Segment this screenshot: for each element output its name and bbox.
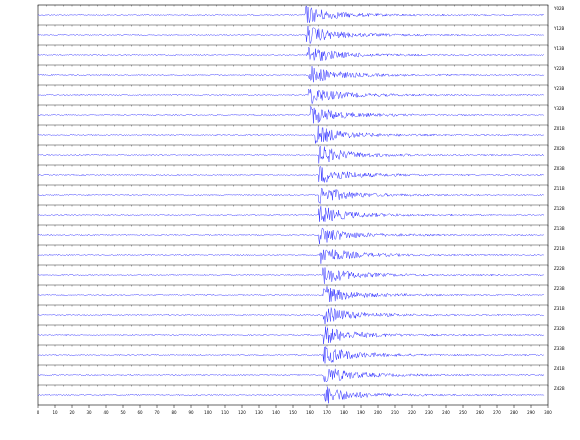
waveform [37,187,544,204]
x-tick-label: 90 [188,410,194,415]
x-tick-label: 180 [340,410,348,415]
x-tick-label: 190 [357,410,365,415]
station-label: Z41B [554,366,565,371]
x-tick-label: 260 [476,410,484,415]
station-label: Y22B [553,66,565,71]
x-tick-label: 150 [289,410,297,415]
x-tick-label: 280 [510,410,518,415]
waveform [37,165,545,183]
station-label: Z13B [554,226,565,231]
waveform [37,386,545,404]
station-label: Z22B [554,266,565,271]
station-label: Y32B [553,106,565,111]
waveform [37,346,545,364]
x-tick-label: 80 [171,410,177,415]
x-tick-label: 300 [544,410,552,415]
x-tick-label: 30 [86,410,92,415]
station-label: Z21B [554,246,565,251]
waveform [37,125,544,144]
station-label: Z03B [554,166,565,171]
x-tick-label: 20 [69,410,75,415]
station-label: Z11B [554,186,565,191]
waveform [37,267,545,284]
station-label: Y13B [553,46,565,51]
x-tick-label: 220 [408,410,416,415]
waveform [37,227,545,245]
x-tick-label: 130 [255,410,263,415]
station-label: Z32B [554,326,565,331]
station-label: Z31B [554,306,565,311]
waveform [37,46,544,62]
station-label: Y23B [553,86,565,91]
waveform [37,88,544,105]
x-tick-label: 100 [204,410,212,415]
waveform [37,66,545,83]
x-tick-label: 270 [493,410,501,415]
x-tick-label: 120 [238,410,246,415]
x-tick-label: 230 [425,410,433,415]
x-tick-label: 110 [221,410,229,415]
waveform [37,249,545,264]
x-tick-label: 290 [527,410,535,415]
x-tick-label: 40 [103,410,109,415]
station-label: Y12B [553,26,565,31]
x-tick-label: 140 [272,410,280,415]
waveform [37,326,544,345]
x-tick-label: 240 [442,410,450,415]
x-tick-label: 160 [306,410,314,415]
station-label: Z01B [554,126,565,131]
station-label: Y02B [553,6,565,11]
waveform [38,286,544,303]
station-label: Z42B [554,386,565,391]
x-tick-label: 70 [154,410,160,415]
x-tick-label: 250 [459,410,467,415]
waveform [37,5,544,23]
waveform [37,307,544,325]
x-tick-label: 60 [137,410,143,415]
waveform [37,105,545,124]
x-tick-label: 0 [37,410,40,415]
waveform [37,25,545,44]
x-tick-label: 200 [374,410,382,415]
station-label: Z33B [554,346,565,351]
station-label: Z23B [554,286,565,291]
x-tick-label: 170 [323,410,331,415]
waveform [37,145,544,164]
x-tick-label: 10 [52,410,58,415]
waveform [37,368,545,383]
waveform [37,206,545,222]
station-label: Z12B [554,206,565,211]
x-tick-label: 210 [391,410,399,415]
station-label: Z02B [554,146,565,151]
x-tick-label: 50 [120,410,126,415]
